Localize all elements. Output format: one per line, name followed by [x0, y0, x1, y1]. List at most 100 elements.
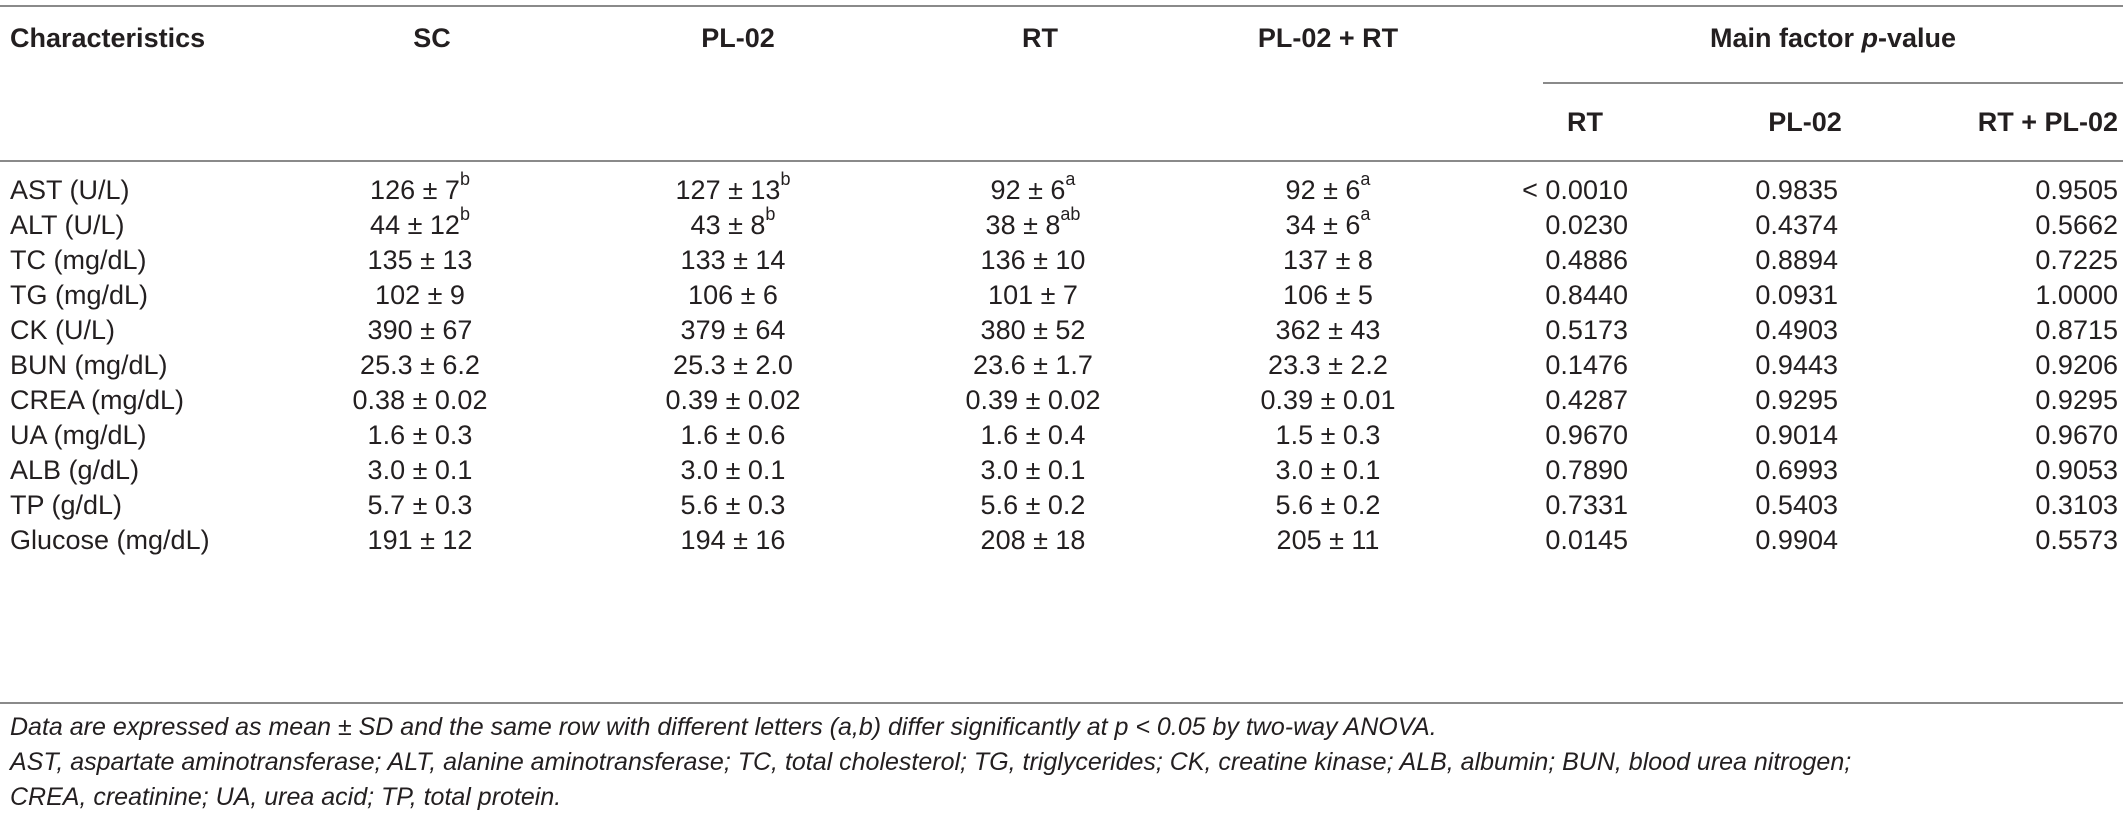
cell-pl02-rt-value: 205 ± 11: [1276, 525, 1380, 555]
cell-p-pl02: 0.9014: [1755, 412, 1838, 459]
table-row: ALT (U/L) 44 ± 12b 43 ± 8b 38 ± 8ab 34 ± 6a 0…: [0, 202, 2123, 249]
table-row: AST (U/L) 126 ± 7b 127 ± 13b 92 ± 6a 92 ± 6a…: [0, 167, 2123, 214]
cell-sc-value: 44 ± 12: [370, 210, 460, 240]
cell-p-rt: 0.4287: [1545, 377, 1628, 424]
cell-p-rt: 0.9670: [1545, 412, 1628, 459]
row-label: TC (mg/dL): [10, 245, 147, 275]
cell-sc-value: 3.0 ± 0.1: [367, 455, 473, 485]
cell-p-rt-value: 0.4287: [1545, 385, 1628, 415]
cell-p-rt-pl02: 0.9206: [2035, 342, 2118, 389]
header-bottom-rule: [0, 160, 2123, 162]
cell-rt-value: 0.39 ± 0.02: [965, 385, 1101, 415]
cell-pl02: 194 ± 16: [681, 517, 786, 564]
header-pl02: PL-02: [701, 23, 775, 53]
cell-p-pl02-value: 0.6993: [1755, 455, 1838, 485]
cell-p-rt-pl02: 0.9670: [2035, 412, 2118, 459]
table-bottom-rule: [0, 702, 2123, 704]
cell-rt-value: 380 ± 52: [980, 315, 1086, 345]
cell-p-rt: 0.7890: [1545, 447, 1628, 494]
cell-pl02: 0.39 ± 0.02: [666, 377, 801, 424]
significance-letter: b: [459, 169, 470, 189]
cell-rt-value: 101 ± 7: [988, 280, 1078, 310]
row-label: CK (U/L): [10, 315, 116, 345]
cell-p-rt: 0.1476: [1545, 342, 1628, 389]
cell-pl02-value: 43 ± 8: [690, 210, 766, 240]
table-row: BUN (mg/dL) 25.3 ± 6.2 25.3 ± 2.0 23.6 ± 1.…: [0, 342, 2123, 389]
cell-p-rt-pl02-value: 0.9670: [2035, 420, 2118, 450]
header-main-factor-italic: p: [1861, 23, 1878, 53]
cell-pl02: 43 ± 8b: [691, 202, 776, 249]
cell-p-rt: 0.8440: [1545, 272, 1628, 319]
cell-pl02-rt: 5.6 ± 0.2: [1276, 482, 1381, 529]
cell-sc: 102 ± 9: [375, 272, 465, 319]
cell-p-pl02-value: 0.9295: [1755, 385, 1838, 415]
row-label: UA (mg/dL): [10, 420, 147, 450]
significance-letter: b: [765, 204, 776, 224]
cell-sc-value: 102 ± 9: [375, 280, 465, 310]
cell-rt-value: 5.6 ± 0.2: [980, 490, 1086, 520]
main-factor-sub-rule: [1543, 82, 2123, 84]
cell-pl02-value: 5.6 ± 0.3: [680, 490, 786, 520]
cell-sc-value: 25.3 ± 6.2: [360, 350, 480, 380]
cell-p-pl02-value: 0.0931: [1755, 280, 1838, 310]
cell-p-pl02-value: 0.9443: [1755, 350, 1838, 380]
cell-sc: 1.6 ± 0.3: [368, 412, 473, 459]
cell-pl02-rt: 0.39 ± 0.01: [1261, 377, 1396, 424]
cell-pl02: 3.0 ± 0.1: [681, 447, 786, 494]
header-sub-rt: RT: [1567, 107, 1603, 137]
cell-pl02-rt: 3.0 ± 0.1: [1276, 447, 1381, 494]
cell-pl02-rt-value: 34 ± 6: [1285, 210, 1361, 240]
table-top-rule: [0, 5, 2123, 7]
cell-p-pl02-value: 0.9014: [1755, 420, 1838, 450]
significance-letter: ab: [1060, 204, 1081, 224]
cell-p-rt-pl02-value: 0.8715: [2035, 315, 2118, 345]
cell-p-rt-pl02-value: 0.9295: [2035, 385, 2118, 415]
cell-p-rt: < 0.0010: [1522, 167, 1628, 214]
row-label: CREA (mg/dL): [10, 385, 185, 415]
table-row: CK (U/L) 390 ± 67 379 ± 64 380 ± 52 362 ± 43…: [0, 307, 2123, 354]
row-label: ALB (g/dL): [10, 455, 140, 485]
cell-sc: 3.0 ± 0.1: [368, 447, 473, 494]
header-main-factor: Main factor p-value: [1710, 22, 1956, 54]
cell-p-rt-pl02: 0.9053: [2035, 447, 2118, 494]
cell-rt: 5.6 ± 0.2: [981, 482, 1086, 529]
cell-p-rt-pl02-value: 0.3103: [2035, 490, 2118, 520]
cell-rt: 0.39 ± 0.02: [966, 377, 1101, 424]
cell-p-pl02-value: 0.8894: [1755, 245, 1838, 275]
cell-pl02-value: 133 ± 14: [680, 245, 786, 275]
header-main-factor-prefix: Main factor: [1709, 23, 1862, 53]
header-pl02-rt: PL-02 + RT: [1257, 23, 1399, 53]
cell-p-rt-pl02: 0.5662: [2035, 202, 2118, 249]
cell-p-rt-pl02-value: 1.0000: [2035, 280, 2118, 310]
row-label: TG (mg/dL): [10, 280, 149, 310]
cell-rt: 208 ± 18: [981, 517, 1086, 564]
cell-sc-value: 126 ± 7: [370, 175, 460, 205]
cell-pl02: 379 ± 64: [681, 307, 786, 354]
significance-letter: a: [1360, 204, 1371, 224]
header-sub-pl02: PL-02: [1768, 107, 1842, 137]
cell-p-pl02: 0.9904: [1755, 517, 1838, 564]
cell-p-rt-pl02: 0.9505: [2035, 167, 2118, 214]
table-row: TG (mg/dL) 102 ± 9 106 ± 6 101 ± 7 106 ± 5 0.…: [0, 272, 2123, 319]
cell-sc-value: 1.6 ± 0.3: [367, 420, 473, 450]
cell-p-pl02-value: 0.9835: [1755, 175, 1838, 205]
cell-pl02-rt-value: 362 ± 43: [1275, 315, 1381, 345]
cell-pl02-rt-value: 1.5 ± 0.3: [1275, 420, 1381, 450]
footnote-2: AST, aspartate aminotransferase; ALT, al…: [10, 748, 1852, 776]
cell-rt-value: 92 ± 6: [990, 175, 1066, 205]
cell-p-rt-pl02-value: 0.7225: [2035, 245, 2118, 275]
cell-pl02-rt: 23.3 ± 2.2: [1268, 342, 1388, 389]
cell-p-pl02-value: 0.4903: [1755, 315, 1838, 345]
cell-p-pl02: 0.5403: [1755, 482, 1838, 529]
cell-sc: 191 ± 12: [368, 517, 473, 564]
cell-pl02-rt-value: 3.0 ± 0.1: [1275, 455, 1381, 485]
cell-rt: 92 ± 6a: [991, 167, 1076, 214]
cell-pl02-rt-value: 0.39 ± 0.01: [1260, 385, 1396, 415]
cell-rt: 3.0 ± 0.1: [981, 447, 1086, 494]
cell-rt: 101 ± 7: [988, 272, 1078, 319]
cell-p-rt-value: 0.9670: [1545, 420, 1628, 450]
cell-p-rt: 0.4886: [1545, 237, 1628, 284]
table-row: TC (mg/dL) 135 ± 13 133 ± 14 136 ± 10 137 ± …: [0, 237, 2123, 284]
cell-pl02-rt: 362 ± 43: [1276, 307, 1381, 354]
cell-p-pl02: 0.4903: [1755, 307, 1838, 354]
